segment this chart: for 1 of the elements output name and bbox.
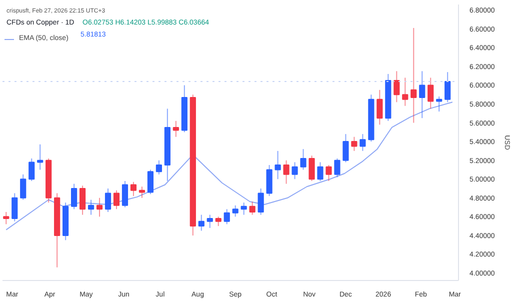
- line-series: [6, 102, 453, 230]
